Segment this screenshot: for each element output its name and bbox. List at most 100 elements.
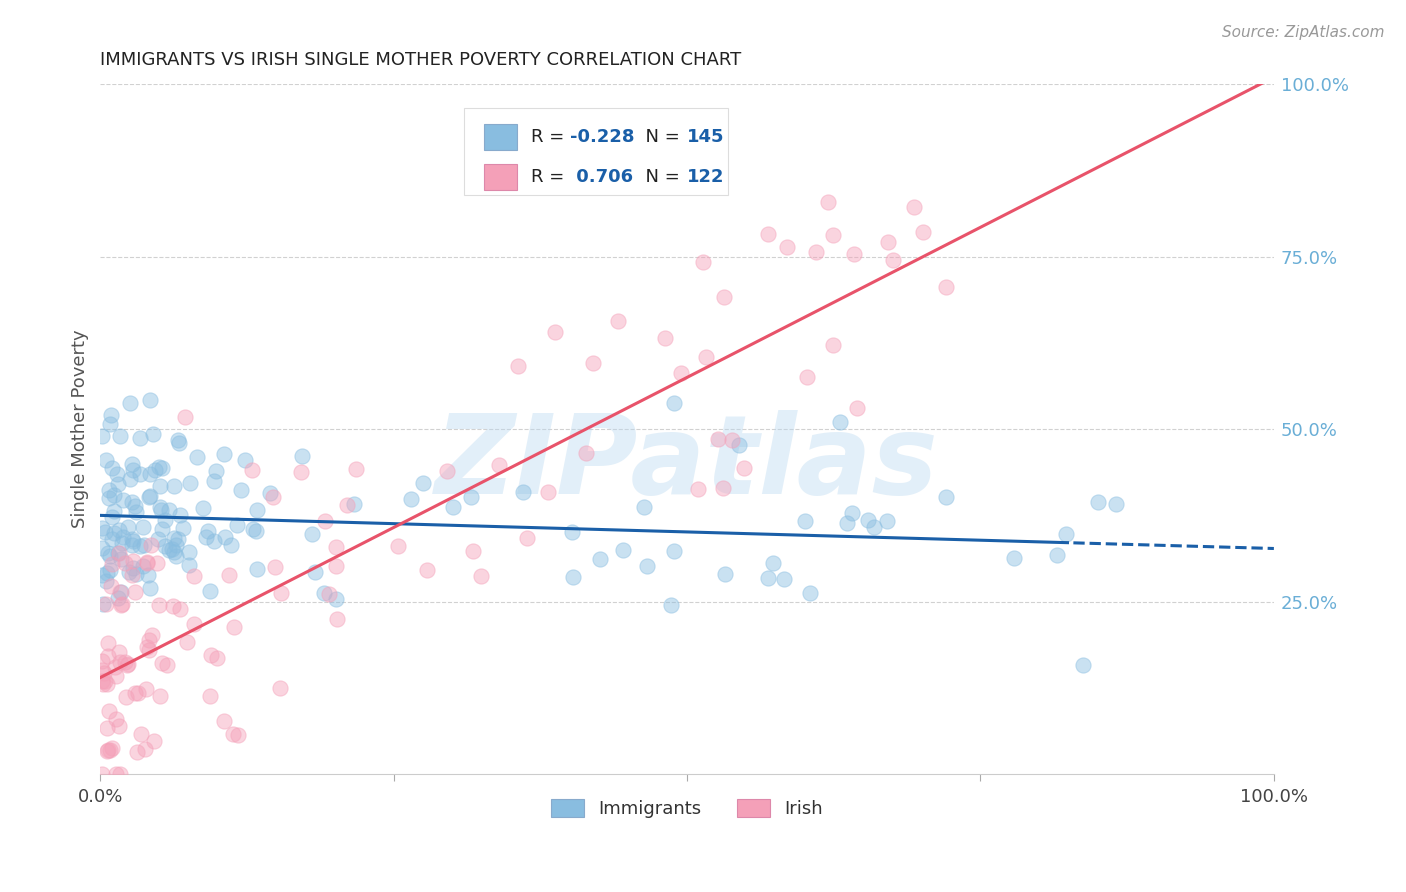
Point	[134, 538, 156, 552]
Point	[259, 486, 281, 500]
Point	[200, 648, 222, 663]
Point	[1002, 551, 1025, 566]
Point	[163, 478, 186, 492]
Point	[90, 541, 112, 556]
Point	[124, 499, 146, 513]
Point	[823, 227, 845, 242]
Point	[94, 525, 117, 540]
Point	[128, 431, 150, 445]
Text: N =: N =	[634, 128, 686, 146]
Point	[202, 533, 225, 548]
Point	[125, 567, 148, 582]
Text: 145: 145	[688, 128, 724, 146]
Point	[903, 200, 925, 214]
Point	[195, 530, 218, 544]
Point	[150, 657, 173, 671]
Point	[207, 651, 229, 665]
Point	[150, 461, 173, 475]
Point	[107, 546, 129, 560]
Point	[169, 508, 191, 522]
Point	[1071, 657, 1094, 672]
Point	[246, 562, 269, 576]
Point	[686, 482, 709, 496]
Point	[176, 635, 198, 649]
Point	[91, 597, 114, 611]
Point	[98, 563, 121, 577]
Point	[136, 640, 159, 654]
Point	[165, 549, 187, 563]
Point	[115, 658, 138, 673]
Point	[104, 669, 127, 683]
Point	[160, 542, 183, 557]
Point	[773, 572, 796, 586]
Point	[935, 490, 957, 504]
Point	[935, 280, 957, 294]
Point	[662, 544, 685, 558]
Point	[93, 666, 115, 681]
Point	[172, 521, 194, 535]
Point	[343, 497, 366, 511]
Point	[806, 244, 828, 259]
Point	[97, 546, 120, 560]
Point	[582, 356, 605, 370]
Point	[733, 460, 755, 475]
Point	[122, 554, 145, 568]
Point	[138, 643, 160, 657]
Point	[114, 655, 136, 669]
Point	[91, 567, 114, 582]
Point	[846, 401, 869, 415]
Point	[606, 314, 628, 328]
Point	[245, 524, 267, 539]
Point	[127, 686, 149, 700]
Text: ZIPatlas: ZIPatlas	[436, 410, 939, 517]
Point	[148, 689, 170, 703]
Point	[713, 290, 735, 304]
Point	[470, 569, 492, 583]
Point	[197, 524, 219, 538]
Point	[98, 417, 121, 431]
Text: Source: ZipAtlas.com: Source: ZipAtlas.com	[1222, 25, 1385, 40]
Point	[138, 632, 160, 647]
Point	[312, 585, 335, 599]
Point	[326, 612, 349, 626]
Point	[132, 519, 155, 533]
Point	[149, 503, 172, 517]
Point	[799, 585, 821, 599]
Point	[122, 534, 145, 549]
Point	[314, 515, 336, 529]
Point	[118, 565, 141, 579]
Point	[104, 660, 127, 674]
Point	[100, 579, 122, 593]
Text: R =: R =	[531, 168, 569, 186]
Point	[516, 531, 538, 545]
Point	[654, 331, 676, 345]
Point	[111, 598, 134, 612]
Point	[436, 464, 458, 478]
Point	[110, 584, 132, 599]
Point	[877, 235, 900, 249]
Point	[756, 227, 779, 242]
Point	[506, 359, 529, 373]
Point	[219, 539, 242, 553]
Point	[200, 584, 222, 599]
Point	[101, 510, 124, 524]
Point	[101, 532, 124, 546]
Point	[148, 460, 170, 475]
Point	[121, 532, 143, 546]
Point	[707, 432, 730, 446]
Point	[728, 438, 751, 452]
Point	[150, 522, 173, 536]
Point	[108, 645, 131, 659]
Point	[104, 713, 127, 727]
Point	[512, 484, 534, 499]
Point	[270, 586, 292, 600]
Point	[143, 463, 166, 477]
Point	[1087, 494, 1109, 508]
Point	[121, 538, 143, 552]
Point	[461, 543, 484, 558]
Point	[127, 745, 149, 759]
Point	[90, 429, 112, 443]
Point	[1105, 497, 1128, 511]
Point	[91, 654, 114, 668]
Point	[659, 599, 682, 613]
